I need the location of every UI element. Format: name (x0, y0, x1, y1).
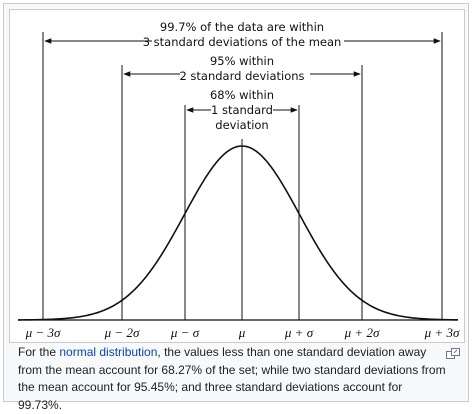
annotation-3sigma-line1: 99.7% of the data are within (160, 20, 324, 34)
annotation-1sigma-line2: 1 standard (211, 103, 273, 117)
annotation-1sigma-line1: 68% within (210, 88, 274, 102)
bell-curve (17, 145, 459, 321)
diagram-svg: 99.7% of the data are within 3 standard … (17, 20, 460, 340)
normal-distribution-link[interactable]: normal distribution (59, 345, 158, 359)
axis-label-mu-minus-2sigma: μ − 2σ (104, 325, 140, 340)
figure-thumbnail: 99.7% of the data are within 3 standard … (3, 3, 469, 412)
figure-caption: For the normal distribution, the values … (18, 344, 448, 414)
annotation-2sigma-line2: 2 standard deviations (179, 69, 304, 83)
axis-label-mu: μ (238, 325, 246, 340)
caption-text-before: For the (18, 345, 60, 359)
magnify-clip-icon[interactable] (446, 346, 460, 359)
normal-distribution-diagram[interactable]: 99.7% of the data are within 3 standard … (9, 9, 465, 343)
annotation-3sigma-line2: 3 standard deviations of the mean (143, 35, 342, 49)
axis-label-mu-plus-2sigma: μ + 2σ (344, 325, 380, 340)
caption-text-after: , the values less than one standard devi… (18, 345, 446, 412)
axis-label-mu-minus-sigma: μ − σ (170, 325, 200, 340)
annotation-2sigma-line1: 95% within (210, 54, 274, 68)
annotation-1sigma-line3: deviation (215, 118, 268, 132)
axis-label-mu-plus-3sigma: μ + 3σ (424, 325, 460, 340)
axis-label-mu-plus-sigma: μ + σ (284, 325, 314, 340)
axis-label-mu-minus-3sigma: μ − 3σ (25, 325, 61, 340)
